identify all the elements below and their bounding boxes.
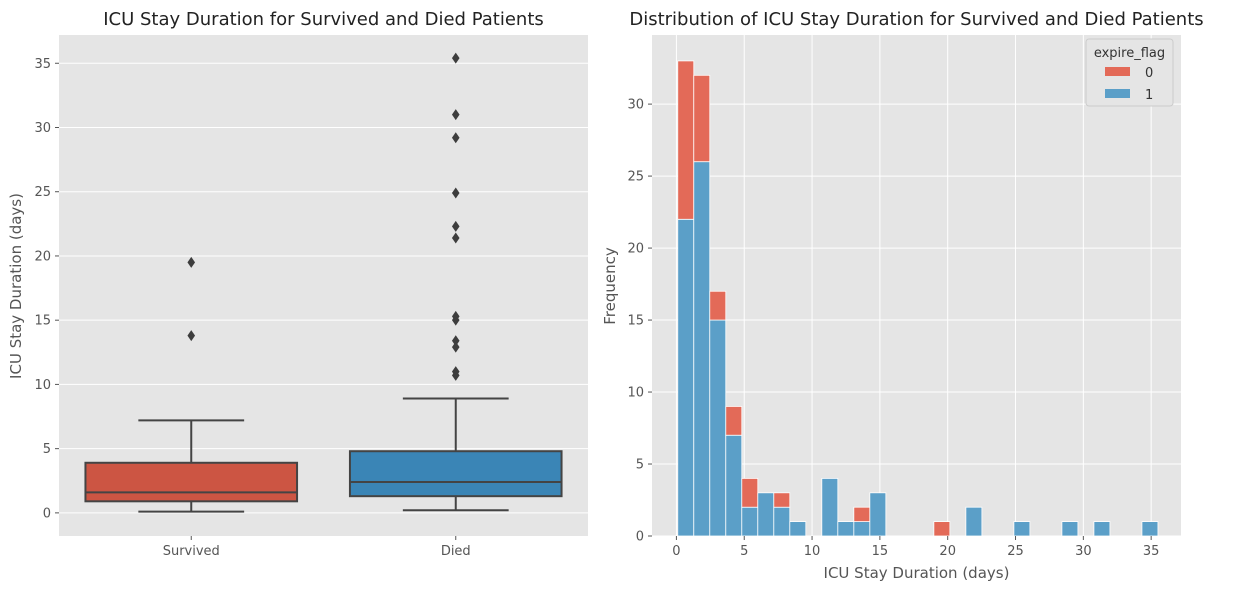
hist-bar-flag1-2 [709, 319, 727, 537]
box-y-tick-label-3: 15 [34, 314, 51, 329]
hist-bar-flag0-2 [709, 290, 727, 321]
hist-bar-flag1-24 [1061, 521, 1079, 537]
box-plot-ticks: 0 5 10 15 20 25 30 35 Survived Died [34, 57, 470, 559]
legend-label-0: 0 [1145, 66, 1153, 81]
hist-x-tick-label-5: 25 [1007, 544, 1024, 559]
hist-bar-flag0-11 [853, 506, 871, 523]
box-outlier-1-3 [451, 335, 460, 347]
legend-swatch-0 [1105, 67, 1130, 76]
legend-label-1: 1 [1145, 88, 1153, 103]
hist-bar-flag1-26 [1093, 521, 1111, 537]
hist-bar-flag0-6 [773, 492, 791, 508]
histogram-bars [677, 60, 1159, 537]
box-x-tick-label-1: Died [441, 544, 471, 559]
box-y-tick-label-4: 20 [34, 249, 51, 264]
hist-bar-flag0-1 [693, 74, 711, 163]
box-outlier-1-9 [451, 132, 460, 144]
hist-y-tick-label-5: 25 [627, 170, 644, 185]
hist-bar-flag1-12 [869, 492, 887, 537]
hist-x-tick-label-6: 30 [1075, 544, 1092, 559]
hist-bar-flag1-29 [1141, 521, 1159, 537]
box-y-tick-label-0: 0 [43, 506, 51, 521]
hist-x-tick-label-4: 20 [939, 544, 956, 559]
hist-bar-flag1-0 [677, 218, 695, 537]
box-plot-chart: 0 5 10 15 20 25 30 35 Survived Died ICU Stay Dura… [7, 9, 588, 559]
hist-y-tick-label-6: 30 [627, 98, 644, 113]
box-plot-title: ICU Stay Duration for Survived and Died … [103, 9, 544, 30]
box-plot-y-axis-label: ICU Stay Duration (days) [7, 193, 25, 379]
hist-bar-flag1-11 [853, 521, 871, 537]
box-iqr-0 [84, 461, 299, 503]
hist-y-tick-label-0: 0 [636, 530, 644, 545]
hist-bar-flag0-16 [933, 521, 951, 537]
hist-y-tick-label-1: 5 [636, 458, 644, 473]
hist-bar-flag1-7 [789, 521, 807, 537]
legend-title: expire_flag [1094, 46, 1165, 61]
hist-y-tick-label-2: 10 [627, 386, 644, 401]
histogram-ticks: 0 5 10 15 20 25 30 35 0 5 10 15 20 25 30 [627, 98, 1159, 559]
hist-bar-flag0-4 [741, 478, 759, 508]
hist-bar-flag1-18 [965, 506, 983, 537]
hist-bar-flag1-21 [1013, 521, 1031, 537]
hist-bar-flag1-5 [757, 492, 775, 537]
hist-y-tick-label-4: 20 [627, 242, 644, 257]
box-outlier-1-8 [451, 187, 460, 199]
histogram-y-axis-label: Frequency [601, 247, 619, 325]
hist-bar-flag0-3 [725, 406, 743, 436]
box-y-tick-label-5: 25 [34, 185, 51, 200]
histogram-x-axis-label: ICU Stay Duration (days) [824, 564, 1010, 582]
box-y-tick-label-1: 5 [43, 442, 51, 457]
hist-x-tick-label-7: 35 [1143, 544, 1160, 559]
box-y-tick-label-6: 30 [34, 121, 51, 136]
hist-bar-flag1-6 [773, 506, 791, 537]
hist-x-tick-label-2: 10 [804, 544, 821, 559]
box-outlier-1-10 [451, 109, 460, 121]
box-outlier-1-11 [451, 52, 460, 64]
box-outlier-0-1 [187, 256, 196, 268]
box-plot-grid [59, 62, 588, 514]
box-outlier-1-6 [451, 232, 460, 244]
hist-bar-flag0-0 [677, 60, 695, 220]
hist-y-tick-label-3: 15 [627, 314, 644, 329]
histogram-legend: expire_flag 0 1 [1085, 38, 1174, 107]
box-outlier-0-0 [187, 330, 196, 342]
hist-bar-flag1-4 [741, 506, 759, 537]
box-outlier-1-5 [451, 310, 460, 322]
hist-bar-flag1-1 [693, 161, 711, 537]
hist-x-tick-label-0: 0 [672, 544, 680, 559]
box-outlier-1-7 [451, 220, 460, 232]
box-y-tick-label-2: 10 [34, 378, 51, 393]
box-iqr-1 [348, 450, 563, 498]
legend-swatch-1 [1105, 89, 1130, 98]
box-plot-marks [84, 52, 563, 513]
box-outlier-1-1 [451, 366, 460, 378]
histogram-title: Distribution of ICU Stay Duration for Su… [629, 9, 1203, 30]
box-outlier-1-2 [451, 341, 460, 353]
hist-bar-flag1-9 [821, 478, 839, 537]
hist-x-tick-label-3: 15 [872, 544, 889, 559]
hist-bar-flag1-3 [725, 434, 743, 537]
box-x-tick-label-0: Survived [163, 544, 220, 559]
box-y-tick-label-7: 35 [34, 57, 51, 72]
hist-bar-flag1-10 [837, 521, 855, 537]
hist-x-tick-label-1: 5 [740, 544, 748, 559]
